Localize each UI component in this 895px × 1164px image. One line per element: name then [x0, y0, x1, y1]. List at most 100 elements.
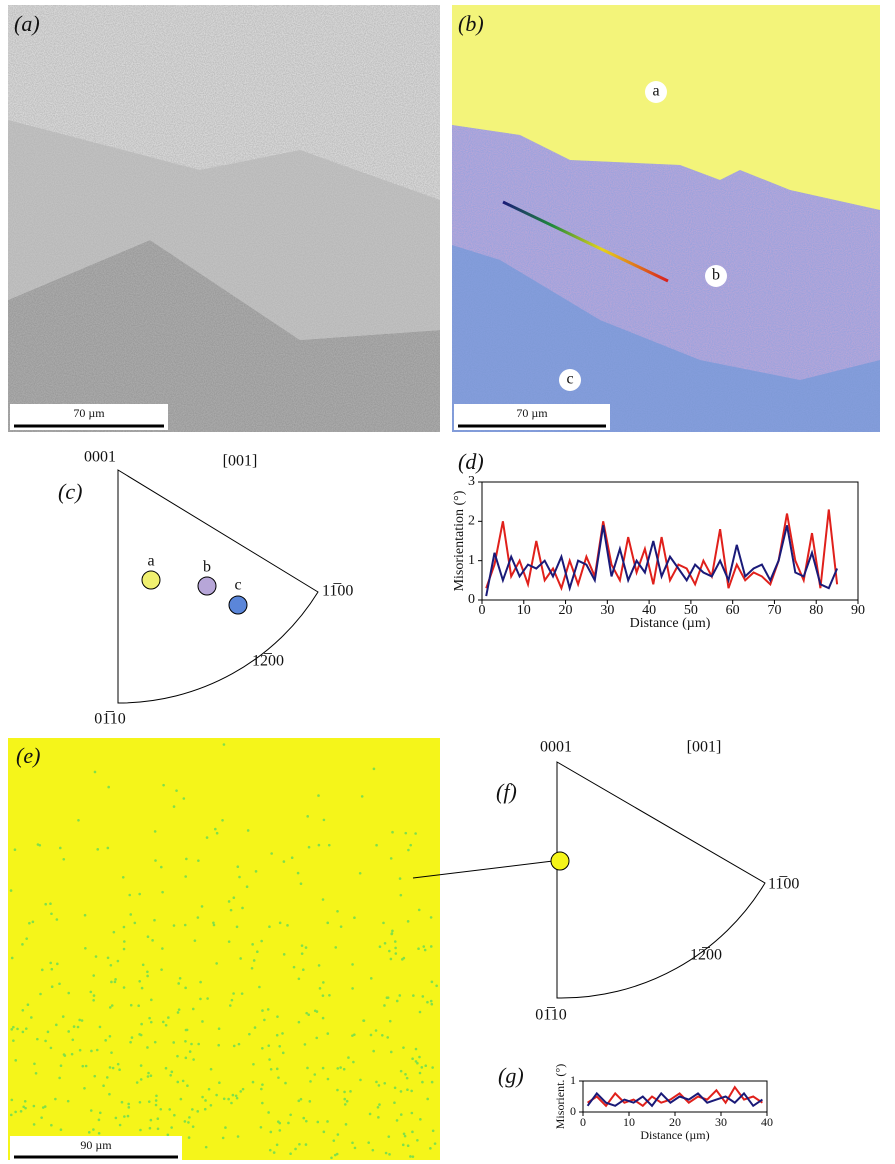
dot [414, 1060, 418, 1063]
dot [46, 1030, 50, 1034]
dot [58, 982, 61, 986]
dot [217, 1027, 221, 1030]
dot [204, 1145, 208, 1149]
dot [184, 1056, 188, 1060]
region-label: a [652, 83, 659, 100]
panel-label: (e) [16, 743, 40, 768]
dot [270, 852, 273, 855]
dot [204, 1099, 207, 1102]
y-tick-label: 1 [468, 553, 475, 568]
dot [215, 962, 218, 965]
dot [166, 1133, 170, 1137]
series-line [485, 525, 839, 597]
dot [399, 1069, 403, 1073]
dot [10, 1028, 14, 1031]
dot [212, 921, 215, 925]
dot [317, 964, 321, 967]
dot [431, 1129, 435, 1133]
dot [349, 1090, 352, 1093]
dot [26, 1003, 30, 1006]
dot [245, 885, 249, 888]
dot [81, 1064, 85, 1068]
dot [278, 1129, 282, 1132]
dot [183, 1120, 187, 1123]
dot [97, 1118, 101, 1122]
y-axis-label: Misorientation (°) [452, 490, 467, 591]
dot [77, 819, 80, 822]
dot [154, 859, 157, 862]
dot [272, 1151, 276, 1154]
dot [172, 805, 176, 808]
dot [155, 1094, 158, 1098]
dot [398, 994, 402, 997]
dot [321, 994, 325, 997]
profile-line [502, 200, 669, 283]
dot [388, 949, 391, 953]
dot [287, 1121, 290, 1125]
dot [185, 1028, 189, 1032]
dot [419, 1118, 422, 1121]
dot [67, 991, 71, 995]
dot [92, 998, 95, 1002]
x-tick-label: 30 [600, 603, 614, 618]
dot [359, 1078, 362, 1082]
dot [221, 819, 224, 822]
dot [344, 1123, 348, 1126]
dot [140, 986, 144, 990]
dot [182, 797, 186, 800]
dot [110, 1004, 114, 1007]
dot [426, 1097, 429, 1101]
dot [237, 1042, 241, 1046]
dot [146, 935, 150, 939]
dot [336, 1067, 340, 1070]
dot [289, 1152, 292, 1156]
x-tick-label: 0 [479, 603, 486, 618]
x-tick-label: 0 [580, 1115, 586, 1129]
dot [393, 940, 397, 943]
dot [300, 944, 304, 947]
dot [300, 952, 304, 955]
dot [154, 1099, 158, 1102]
dot [292, 965, 296, 969]
dot [184, 875, 187, 878]
dot [406, 1144, 410, 1147]
dot [108, 1066, 112, 1069]
dot [177, 1008, 181, 1011]
dot [25, 937, 28, 940]
dot [70, 1052, 74, 1056]
dot [268, 925, 271, 929]
dot [398, 877, 402, 880]
dot [227, 1097, 230, 1101]
dot [153, 1040, 157, 1044]
x-tick-label: 20 [669, 1115, 681, 1129]
dot [122, 947, 126, 951]
dot [267, 1044, 271, 1047]
dot [330, 1156, 333, 1160]
dot [107, 785, 110, 789]
dot [261, 1083, 264, 1086]
dot [177, 982, 180, 985]
dot [133, 921, 137, 925]
dot [368, 1112, 372, 1116]
dot [111, 1066, 115, 1070]
dot [59, 1064, 63, 1067]
dot [197, 1042, 200, 1046]
dot [248, 1032, 251, 1036]
dot [148, 1016, 151, 1020]
dot [153, 918, 156, 922]
dot [393, 1101, 396, 1104]
dot [276, 1120, 280, 1123]
dot [50, 1123, 53, 1127]
dot [43, 1105, 47, 1108]
dot [146, 1075, 150, 1078]
dot [318, 987, 322, 990]
dot [371, 1148, 375, 1152]
dot [251, 943, 254, 946]
dot [128, 893, 132, 897]
dot [122, 986, 126, 989]
dot [10, 1098, 14, 1102]
dot [238, 875, 241, 879]
dot [21, 943, 24, 946]
dot [430, 1002, 434, 1006]
